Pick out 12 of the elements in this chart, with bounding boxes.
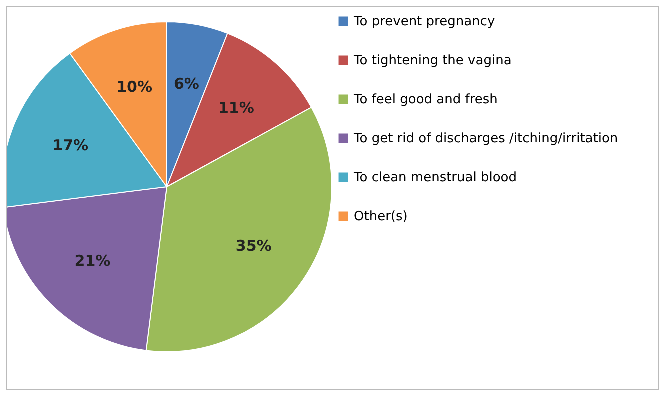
data-label: 21% — [74, 252, 111, 270]
legend-label: Other(s) — [354, 210, 408, 224]
legend-label: To get rid of discharges /itching/irritation — [353, 132, 618, 146]
legend-label: To clean menstrual blood — [353, 170, 518, 186]
data-label: 35% — [236, 237, 272, 256]
legend-label: To prevent pregnancy — [353, 14, 496, 30]
data-label: 11% — [218, 99, 254, 118]
legend-label: To feel good and fresh — [353, 92, 498, 108]
legend-label: To tightening the vagina — [353, 54, 512, 68]
data-label: 10% — [116, 78, 153, 96]
data-label: 6% — [174, 74, 200, 93]
data-label: 17% — [52, 136, 89, 154]
